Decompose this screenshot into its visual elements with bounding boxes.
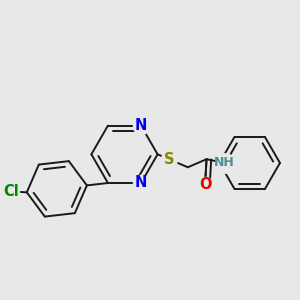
Text: O: O <box>199 177 211 192</box>
Text: S: S <box>164 152 174 167</box>
Text: NH: NH <box>214 157 235 169</box>
Text: N: N <box>135 118 147 133</box>
Text: N: N <box>135 176 147 190</box>
Text: Cl: Cl <box>3 184 19 199</box>
